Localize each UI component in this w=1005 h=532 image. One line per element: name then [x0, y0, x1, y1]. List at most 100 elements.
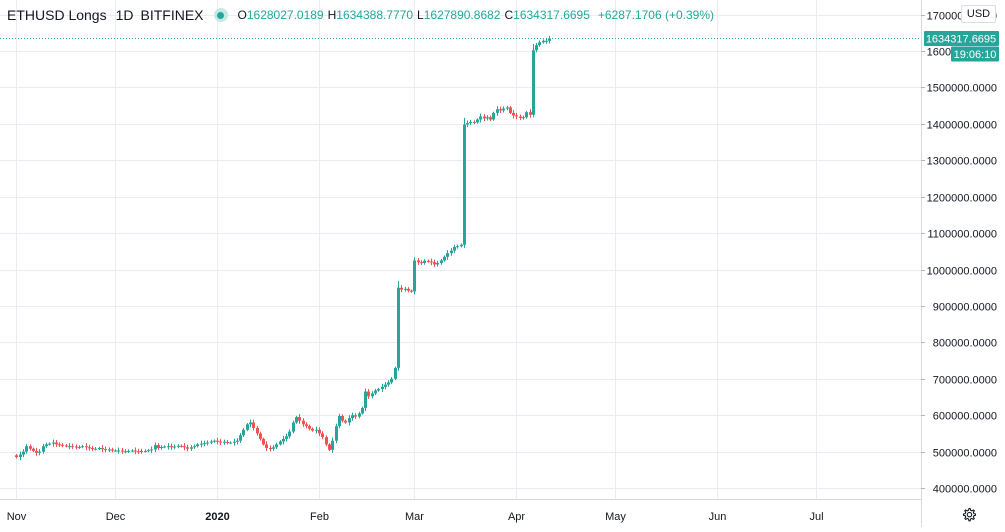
candle-body	[374, 390, 377, 394]
candle-body	[410, 290, 413, 292]
candle-body	[71, 446, 74, 448]
legend-symbol[interactable]: ETHUSD Longs	[7, 7, 107, 23]
candle-body	[25, 446, 28, 452]
last-price-label: 1634317.6695	[926, 34, 996, 46]
candle-body	[219, 441, 222, 443]
candle-body	[173, 446, 176, 448]
candle-body	[114, 450, 117, 452]
candle-body	[98, 448, 101, 450]
y-tick-label: 1400000.0000	[927, 120, 997, 132]
last-price-marker: 1634317.6695 19:06:10	[0, 31, 999, 62]
candle-body	[417, 260, 420, 263]
candle-body	[542, 40, 545, 43]
candle-body	[150, 449, 153, 451]
x-tick-label: Feb	[310, 511, 329, 523]
candle-body	[338, 415, 341, 427]
candle-body	[236, 440, 239, 442]
candle-body	[246, 424, 249, 430]
candle-body	[328, 444, 331, 450]
candle-body	[532, 50, 535, 115]
gear-icon[interactable]	[961, 507, 977, 523]
candle-body	[456, 246, 459, 248]
legend-low: L1627890.8682	[417, 8, 501, 22]
candle-body	[430, 261, 433, 263]
candle-body	[35, 450, 38, 453]
y-tick-label: 700000.0000	[933, 375, 997, 387]
candle-body	[88, 447, 91, 449]
x-tick-label: May	[605, 511, 626, 523]
y-tick-label: 1000000.0000	[927, 266, 997, 278]
candle-body	[52, 442, 55, 444]
countdown-label: 19:06:10	[954, 49, 997, 61]
candle-body	[186, 447, 189, 449]
candle-body	[65, 445, 68, 447]
currency-label[interactable]: USD	[961, 5, 996, 23]
candle-body	[367, 391, 370, 397]
candle-body	[535, 45, 538, 51]
candle-body	[262, 438, 265, 445]
candle-body	[288, 431, 291, 437]
candle-body	[61, 444, 64, 446]
candle-body	[29, 446, 32, 449]
candle-body	[436, 262, 439, 265]
candle-body	[420, 262, 423, 264]
candle-body	[545, 40, 548, 42]
legend-close: C1634317.6695	[504, 8, 590, 22]
legend-exchange[interactable]: BITFINEX	[140, 7, 204, 23]
candle-body	[466, 123, 469, 125]
candle-body	[42, 446, 45, 452]
candle-body	[453, 246, 456, 251]
candle-body	[239, 435, 242, 441]
candle-body	[147, 450, 150, 452]
candle-body	[226, 441, 229, 443]
candle-body	[163, 446, 166, 448]
candle-body	[496, 109, 499, 113]
x-tick-label: 2020	[205, 511, 229, 523]
candle-body	[259, 433, 262, 439]
candle-body	[55, 442, 58, 445]
candle-body	[279, 441, 282, 445]
candle-body	[509, 107, 512, 113]
candle-body	[325, 437, 328, 445]
candle-body	[443, 256, 446, 261]
x-tick-label: Apr	[508, 511, 525, 523]
y-tick-label: 800000.0000	[933, 338, 997, 350]
candle-body	[423, 260, 426, 263]
candle-body	[91, 448, 94, 450]
legend-open: O1628027.0189	[237, 8, 324, 22]
candle-body	[104, 449, 107, 451]
candle-body	[295, 417, 298, 423]
candle-body	[242, 429, 245, 436]
candle-body	[203, 443, 206, 445]
time-axis[interactable]: Nov Dec 2020 Feb Mar Apr May Jun Jul	[7, 511, 824, 523]
candle-body	[269, 448, 272, 450]
candle-body	[400, 287, 403, 290]
candle-body	[463, 124, 466, 245]
legend-high: H1634388.7770	[327, 8, 414, 22]
candle-body	[38, 451, 41, 453]
candle-body	[335, 426, 338, 441]
candle-body	[364, 391, 367, 408]
candle-body	[81, 446, 84, 448]
candle-body	[512, 112, 515, 116]
candle-body	[68, 446, 71, 448]
candle-body	[548, 38, 551, 41]
x-tick-label: Dec	[106, 511, 126, 523]
candle-body	[479, 116, 482, 120]
candle-body	[308, 426, 311, 429]
legend-interval[interactable]: 1D	[115, 7, 134, 23]
candle-body	[180, 445, 183, 447]
candle-body	[285, 436, 288, 439]
candle-body	[223, 441, 226, 443]
candle-body	[476, 119, 479, 123]
candle-body	[381, 386, 384, 390]
candle-body	[440, 260, 443, 263]
candle-body	[117, 450, 120, 452]
candle-body	[407, 288, 410, 291]
candle-body	[127, 450, 130, 452]
candle-body	[492, 112, 495, 120]
chart-legend: ETHUSD Longs 1D BITFINEX O1628027.0189 H…	[7, 6, 714, 24]
